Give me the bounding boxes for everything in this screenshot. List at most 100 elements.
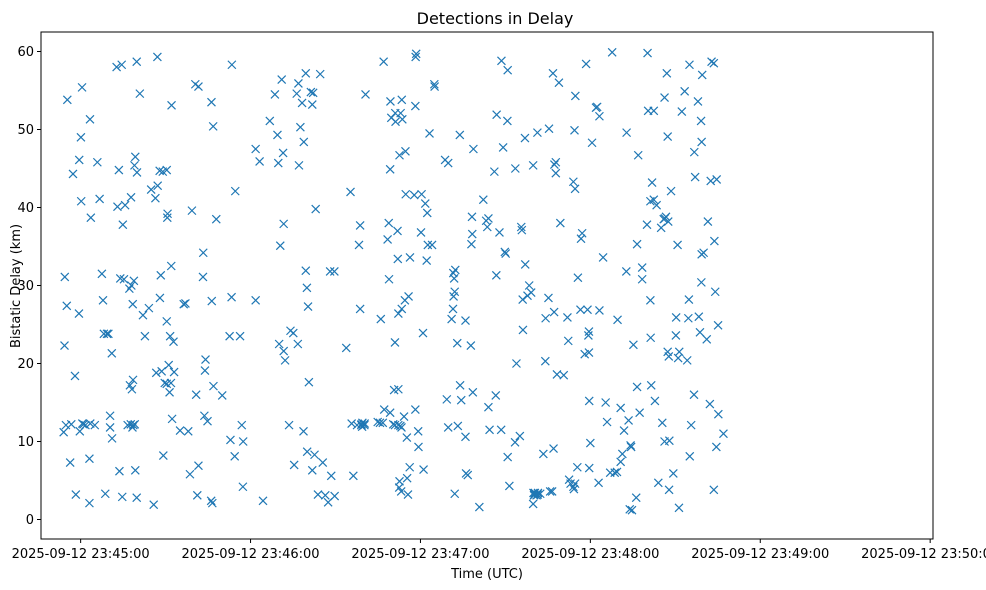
data-point (422, 208, 432, 218)
marker-stroke (418, 328, 428, 338)
data-point (304, 377, 314, 387)
data-point (643, 48, 652, 58)
data-point (706, 176, 716, 186)
marker-stroke (468, 387, 478, 397)
data-point (74, 309, 84, 319)
marker-stroke (646, 333, 656, 343)
data-point (299, 137, 309, 147)
marker-stroke (402, 473, 412, 483)
data-point (568, 177, 578, 187)
data-point (570, 125, 579, 135)
marker-stroke (105, 411, 115, 421)
data-point (279, 346, 289, 356)
marker-stroke (467, 212, 477, 222)
data-point (278, 148, 288, 158)
marker-stroke (119, 274, 129, 284)
y-axis: 0 10 20 30 40 50 60 (17, 45, 41, 528)
data-point (307, 465, 317, 475)
marker-stroke (632, 239, 642, 249)
marker-stroke (302, 283, 312, 293)
data-point (65, 458, 75, 467)
data-point (166, 261, 176, 271)
marker-stroke (117, 492, 127, 502)
data-point (594, 306, 604, 315)
x-tick-label: 2025-09-12 23:50:00 (861, 547, 986, 562)
data-point (318, 458, 328, 467)
data-point (602, 417, 612, 427)
marker-stroke (304, 377, 314, 387)
data-point (265, 116, 275, 126)
marker-stroke (132, 57, 142, 67)
marker-stroke (325, 267, 335, 276)
data-point (128, 299, 138, 309)
marker-stroke (416, 228, 426, 237)
data-point (160, 378, 170, 388)
marker-stroke (401, 189, 411, 199)
marker-stroke (376, 314, 386, 324)
data-point (402, 473, 412, 483)
marker-stroke (467, 229, 477, 239)
data-point (549, 160, 559, 170)
data-point (699, 248, 709, 258)
marker-stroke (125, 380, 135, 390)
marker-stroke (270, 89, 280, 99)
data-point (685, 451, 695, 461)
marker-stroke (194, 461, 203, 471)
data-point (273, 130, 282, 140)
marker-stroke (98, 295, 108, 305)
data-point (510, 437, 520, 447)
data-point (632, 382, 642, 392)
marker-stroke (612, 467, 622, 477)
marker-stroke (191, 390, 201, 400)
marker-stroke (429, 79, 439, 89)
marker-stroke (442, 394, 452, 404)
data-point (375, 418, 385, 428)
data-point (395, 476, 404, 486)
data-point (209, 381, 218, 391)
data-point (515, 431, 525, 441)
data-point (709, 485, 719, 495)
marker-stroke (150, 193, 160, 203)
marker-stroke (128, 299, 138, 309)
data-point (238, 437, 248, 446)
marker-stroke (517, 225, 527, 235)
marker-stroke (348, 471, 358, 481)
data-point (201, 355, 210, 365)
data-point (709, 58, 719, 68)
marker-stroke (478, 195, 488, 205)
data-point (478, 195, 488, 205)
data-point (474, 502, 484, 512)
marker-stroke (549, 307, 559, 317)
marker-stroke (120, 200, 130, 210)
data-point (637, 263, 647, 272)
data-point (498, 143, 508, 152)
data-point (274, 339, 284, 349)
data-point (690, 172, 700, 182)
marker-stroke (666, 186, 676, 196)
data-point (594, 111, 604, 121)
marker-stroke (518, 325, 528, 335)
marker-stroke (302, 447, 312, 457)
data-point (489, 167, 499, 177)
data-point (162, 316, 172, 326)
marker-stroke (427, 240, 437, 250)
data-point (303, 302, 313, 311)
data-point (683, 313, 693, 323)
marker-stroke (544, 124, 554, 134)
data-point (627, 505, 637, 515)
marker-stroke (310, 450, 319, 460)
data-point (347, 419, 357, 428)
data-point (107, 433, 117, 443)
marker-stroke (180, 299, 190, 308)
marker-stroke (62, 95, 72, 105)
marker-stroke (294, 160, 304, 170)
data-point (467, 229, 477, 239)
data-point (397, 304, 407, 314)
marker-stroke (710, 287, 720, 297)
marker-stroke (169, 367, 179, 377)
marker-stroke (585, 438, 595, 448)
marker-stroke (165, 331, 175, 341)
data-point (277, 75, 287, 85)
marker-stroke (187, 206, 197, 216)
